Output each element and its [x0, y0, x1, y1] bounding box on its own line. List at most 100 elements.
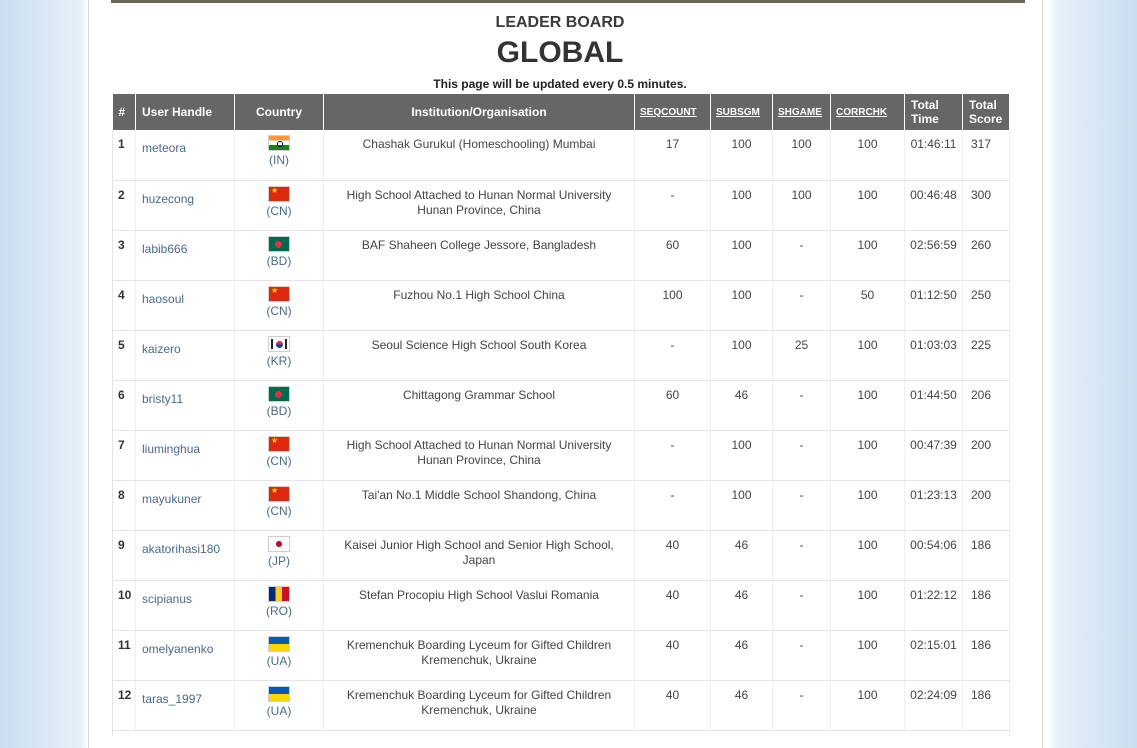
user-handle-link[interactable]: haosoul: [142, 291, 185, 306]
institution-cell: Seoul Science High School South Korea: [323, 330, 635, 381]
country-flag-icon: [268, 585, 290, 602]
institution-cell: Kremenchuk Boarding Lyceum for Gifted Ch…: [323, 680, 635, 731]
seqcount-score: -: [634, 480, 711, 531]
shgame-score: 25: [772, 330, 831, 381]
shgame-score: -: [772, 680, 831, 731]
institution-line-2: Hunan Province, China: [417, 452, 541, 467]
user-handle-link[interactable]: scipianus: [142, 591, 193, 606]
country-flag-icon: [268, 185, 290, 202]
col-header-subsgm-link[interactable]: SUBSGM: [710, 94, 773, 130]
subsgm-score: 46: [710, 530, 773, 581]
corrchk-score: 100: [830, 430, 905, 481]
institution-line-1: High School Attached to Hunan Normal Uni…: [346, 187, 612, 202]
user-handle-link[interactable]: akatorihasi180: [142, 541, 221, 556]
board-scope-title: GLOBAL: [496, 36, 624, 69]
institution-cell: Kremenchuk Boarding Lyceum for Gifted Ch…: [323, 630, 635, 681]
country-code: (CN): [266, 503, 292, 518]
institution-line-1: High School Attached to Hunan Normal Uni…: [346, 437, 612, 452]
country-code: (KR): [266, 353, 292, 368]
seqcount-score: 60: [634, 380, 711, 431]
subsgm-score: 100: [710, 130, 773, 181]
corrchk-score: 100: [830, 180, 905, 231]
country-flag-icon: [268, 535, 290, 552]
rank-cell: 3: [112, 230, 136, 281]
user-cell: huzecong: [135, 180, 235, 231]
user-cell: labib666: [135, 230, 235, 281]
shgame-score: -: [772, 430, 831, 481]
col-header-institution: Institution/Organisation: [323, 94, 635, 130]
institution-line-1: BAF Shaheen College Jessore, Bangladesh: [361, 237, 597, 252]
total-score: 186: [962, 630, 1010, 681]
total-score: 225: [962, 330, 1010, 381]
subsgm-score: 100: [710, 180, 773, 231]
table-header-row: # User Handle Country Institution/Organi…: [112, 94, 1010, 130]
institution-line-2: Hunan Province, China: [417, 202, 541, 217]
corrchk-score: 100: [830, 130, 905, 181]
user-cell: bristy11: [135, 380, 235, 431]
institution-cell: Stefan Procopiu High School Vaslui Roman…: [323, 580, 635, 631]
institution-line-1: Tai'an No.1 Middle School Shandong, Chin…: [361, 487, 597, 502]
col-header-shgame-link[interactable]: SHGAME: [772, 94, 831, 130]
shgame-score: -: [772, 630, 831, 681]
corrchk-link-text[interactable]: CORRCHK: [836, 106, 888, 118]
subsgm-link-text[interactable]: SUBSGM: [716, 106, 760, 118]
total-time: 02:56:59: [904, 230, 963, 281]
corrchk-score: 100: [830, 480, 905, 531]
user-handle-link[interactable]: taras_1997: [142, 691, 203, 706]
shgame-score: -: [772, 480, 831, 531]
col-header-rank: #: [112, 94, 136, 130]
institution-cell: Fuzhou No.1 High School China: [323, 280, 635, 331]
total-time: 00:47:39: [904, 430, 963, 481]
user-handle-link[interactable]: labib666: [142, 241, 188, 256]
user-cell: liuminghua: [135, 430, 235, 481]
corrchk-score: 100: [830, 680, 905, 731]
seqcount-score: 40: [634, 580, 711, 631]
institution-line-2: Japan: [462, 552, 496, 567]
rank-cell: 6: [112, 380, 136, 431]
user-cell: scipianus: [135, 580, 235, 631]
table-row: 1 meteora (IN) Chashak Gurukul (Homeschooli…: [112, 130, 1010, 181]
seqcount-score: 40: [634, 530, 711, 581]
user-handle-link[interactable]: kaizero: [142, 341, 181, 356]
shgame-link-text[interactable]: SHGAME: [778, 106, 822, 118]
seqcount-score: 17: [634, 130, 711, 181]
seqcount-score: -: [634, 330, 711, 381]
rank-cell: 8: [112, 480, 136, 531]
user-cell: haosoul: [135, 280, 235, 331]
institution-line-1: Seoul Science High School South Korea: [371, 337, 587, 352]
table-row: 5 kaizero (KR) Seoul Science High School So…: [112, 330, 1010, 381]
shgame-score: -: [772, 280, 831, 331]
col-header-seqcount-link[interactable]: SEQCOUNT: [634, 94, 711, 130]
institution-line-1: Kremenchuk Boarding Lyceum for Gifted Ch…: [346, 637, 612, 652]
total-time: 01:03:03: [904, 330, 963, 381]
country-code: (CN): [266, 303, 292, 318]
total-time: 00:46:48: [904, 180, 963, 231]
rank-cell: 10: [112, 580, 136, 631]
rank-cell: 12: [112, 680, 136, 731]
total-score: 317: [962, 130, 1010, 181]
partial-cell: [112, 730, 1010, 736]
country-flag-icon: [268, 385, 290, 402]
subsgm-score: 46: [710, 630, 773, 681]
institution-line-1: Kremenchuk Boarding Lyceum for Gifted Ch…: [346, 687, 612, 702]
leaderboard-content: LEADER BOARD GLOBAL This page will be up…: [111, 0, 1025, 748]
user-handle-link[interactable]: meteora: [142, 141, 187, 155]
country-code: (IN): [269, 153, 289, 167]
subsgm-score: 46: [710, 680, 773, 731]
country-flag-icon: [268, 335, 290, 352]
country-cell: (IN): [234, 130, 324, 181]
user-handle-link[interactable]: liuminghua: [142, 441, 201, 456]
table-row: 9 akatorihasi180 (JP) Kaisei Junior High Sc…: [112, 530, 1010, 581]
country-flag-icon: [268, 635, 290, 652]
user-handle-link[interactable]: huzecong: [142, 191, 195, 206]
seqcount-score: 40: [634, 630, 711, 681]
institution-cell: Tai'an No.1 Middle School Shandong, Chin…: [323, 480, 635, 531]
seqcount-link-text[interactable]: SEQCOUNT: [640, 106, 697, 118]
col-header-corrchk-link[interactable]: CORRCHK: [830, 94, 905, 130]
country-code: (JP): [268, 553, 290, 568]
user-handle-link[interactable]: omelyanenko: [142, 641, 214, 656]
total-score: 200: [962, 430, 1010, 481]
table-row: 3 labib666 (BD) BAF Shaheen College Jessore…: [112, 230, 1010, 281]
user-handle-link[interactable]: mayukuner: [142, 491, 202, 506]
user-handle-link[interactable]: bristy11: [142, 391, 184, 406]
